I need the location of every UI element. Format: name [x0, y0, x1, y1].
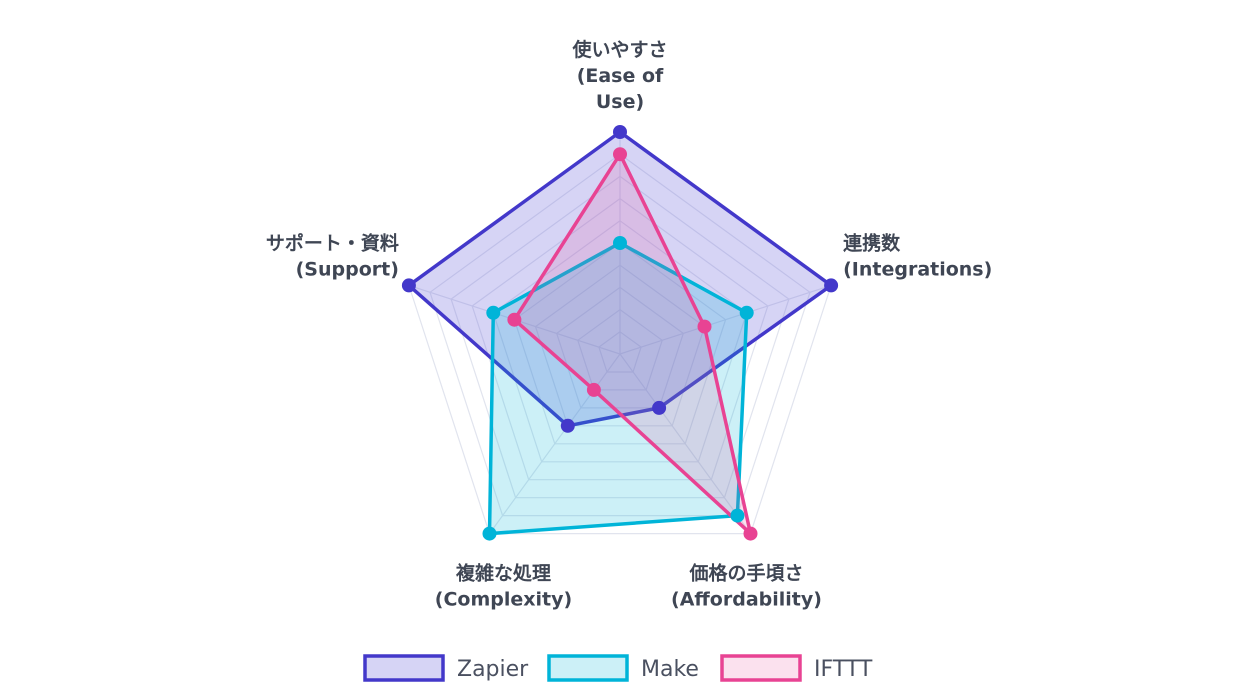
series-area-zapier [407, 130, 833, 428]
data-point-make[interactable] [613, 236, 627, 250]
series-layer [407, 130, 833, 536]
axis-spoke [489, 353, 621, 534]
axis-spoke [619, 284, 832, 355]
data-point-zapier[interactable] [401, 278, 416, 293]
grid-ring [492, 220, 748, 463]
legend-swatch-ifttt[interactable] [720, 654, 802, 682]
grid-ring [598, 331, 642, 373]
legend: Zapier Make IFTTT [363, 654, 873, 682]
axis-spoke [619, 353, 751, 534]
legend-swatch-make[interactable] [547, 654, 629, 682]
axis-label-line: Use) [596, 91, 644, 113]
axis-label: 価格の手頃さ (Affordability) [671, 562, 822, 611]
data-point-make[interactable] [486, 305, 501, 320]
axis-label-line: 複雑な処理 [455, 562, 551, 585]
axis-label: 使いやすさ (Ease of Use) [571, 39, 667, 113]
data-point-ifttt[interactable] [743, 526, 758, 541]
legend-label-make[interactable]: Make [641, 657, 699, 682]
axis-label: 複雑な処理 (Complexity) [435, 562, 572, 611]
data-point-ifttt[interactable] [613, 147, 627, 162]
grid-ring [471, 197, 769, 481]
point-layer [401, 125, 839, 541]
grid-ring [513, 242, 727, 445]
axis-label: サポート・資料 (Support) [266, 231, 399, 280]
axis-label-line: 価格の手頃さ [688, 562, 803, 585]
data-point-zapier[interactable] [652, 400, 667, 415]
data-point-ifttt[interactable] [697, 319, 712, 334]
axis-label-line: (Integrations) [843, 258, 992, 280]
legend-label-zapier[interactable]: Zapier [457, 657, 529, 682]
legend-label-ifttt[interactable]: IFTTT [814, 657, 873, 682]
data-point-zapier[interactable] [824, 278, 839, 293]
data-point-zapier[interactable] [560, 418, 575, 433]
axis-label-line: (Affordability) [671, 589, 822, 611]
grid-ring [577, 308, 663, 391]
axis-label: 連携数 (Integrations) [843, 231, 992, 280]
data-point-make[interactable] [730, 508, 745, 523]
data-point-zapier[interactable] [613, 125, 627, 139]
axis-label-layer: 使いやすさ (Ease of Use) 連携数 (Integrations) 価格の手頃さ… [266, 39, 992, 611]
grid-ring [555, 286, 685, 409]
series-area-ifttt [512, 152, 753, 536]
grid-ring [534, 264, 706, 427]
axis-label-line: サポート・資料 [266, 231, 399, 254]
series-area-make [487, 241, 749, 536]
axis-label-line: 使いやすさ [571, 39, 667, 61]
data-point-make[interactable] [739, 305, 754, 320]
data-point-make[interactable] [482, 526, 497, 541]
grid-ring [429, 153, 811, 517]
legend-swatch-zapier[interactable] [363, 654, 445, 682]
data-point-ifttt[interactable] [507, 312, 522, 327]
axis-label-line: (Complexity) [435, 589, 572, 611]
data-point-ifttt[interactable] [586, 382, 601, 397]
axis-label-line: 連携数 [843, 231, 901, 254]
axis-label-line: (Ease of [577, 65, 664, 87]
axis-label-line: (Support) [296, 258, 399, 280]
grid-ring [450, 175, 790, 499]
